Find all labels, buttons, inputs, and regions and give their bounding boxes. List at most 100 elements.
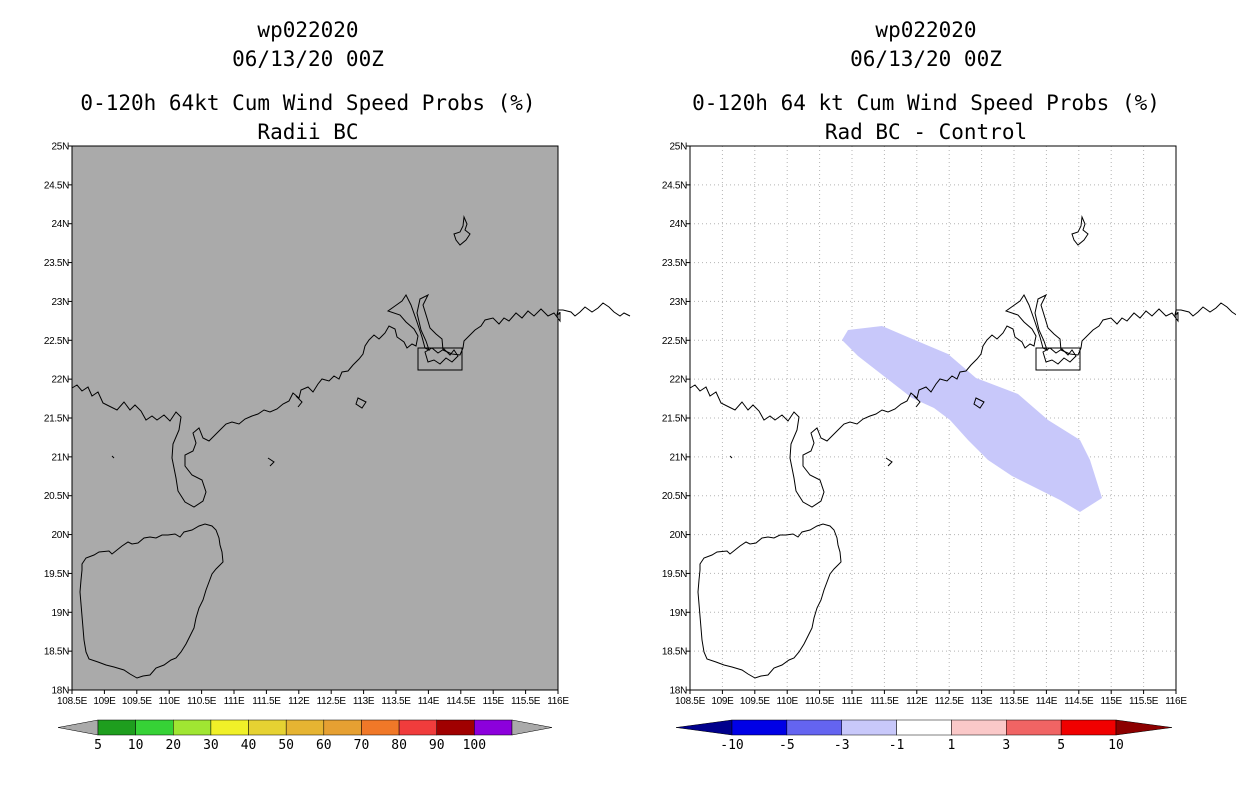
- lon-tick-label: 113E: [971, 696, 993, 707]
- colorbar-label: 60: [316, 738, 332, 753]
- colorbar-high-arrow: [511, 719, 553, 736]
- colorbar-swatch: [248, 719, 287, 736]
- lon-tick-label: 111E: [842, 696, 863, 707]
- lat-tick-label: 22.5N: [662, 336, 687, 347]
- lat-tick-label: 24N: [670, 219, 688, 230]
- lat-tick-label: 21N: [670, 452, 688, 463]
- right-product-title: 0-120h 64 kt Cum Wind Speed Probs (%): [692, 91, 1160, 115]
- lat-tick-label: 21.5N: [662, 414, 687, 425]
- colorbar-swatch: [1060, 719, 1117, 736]
- right-storm-id: wp022020: [875, 18, 977, 42]
- lon-tick-label: 109E: [711, 696, 734, 707]
- colorbar-swatch: [786, 719, 842, 736]
- lon-tick-label: 110E: [158, 696, 180, 707]
- colorbar-label: -1: [889, 738, 905, 753]
- colorbar-label: 90: [429, 738, 445, 753]
- colorbar-label: -10: [720, 738, 743, 753]
- colorbar-label: -5: [779, 738, 795, 753]
- colorbar-swatch: [731, 719, 788, 736]
- lon-tick-label: 112.5E: [317, 696, 347, 707]
- colorbar-label: 5: [1057, 738, 1065, 753]
- colorbar-swatch: [841, 719, 897, 736]
- lon-tick-label: 113.5E: [999, 696, 1029, 707]
- lat-tick-label: 23.5N: [44, 258, 69, 269]
- lon-tick-label: 112E: [906, 696, 928, 707]
- colorbar-label: 70: [354, 738, 370, 753]
- lat-tick-label: 19.5N: [662, 569, 687, 580]
- lat-tick-label: 20N: [670, 530, 688, 541]
- right-map: 25N 24.5N 24N 23.5N 23N 22.5N 22N 21.5N 21N 20.5N…: [662, 142, 1236, 707]
- lat-tick-label: 24N: [52, 219, 70, 230]
- lon-tick-label: 115.5E: [1129, 696, 1159, 707]
- lon-tick-label: 113.5E: [381, 696, 411, 707]
- lat-tick-label: 20N: [52, 530, 70, 541]
- left-map-background: [72, 146, 558, 690]
- lat-tick-label: 23.5N: [662, 258, 687, 269]
- colorbar-label: -3: [834, 738, 850, 753]
- lon-tick-label: 115.5E: [511, 696, 541, 707]
- lat-tick-label: 20.5N: [44, 491, 69, 502]
- right-lon-axis: 108.5E 109E 109.5E 110E 110.5E 111E 111.5E 112E…: [675, 690, 1188, 707]
- colorbar-swatch: [135, 719, 174, 736]
- lat-tick-label: 18N: [52, 686, 70, 697]
- lon-tick-label: 108.5E: [57, 696, 88, 707]
- right-lat-axis: 25N 24.5N 24N 23.5N 23N 22.5N 22N 21.5N 21N 20.5N…: [662, 142, 690, 697]
- lat-tick-label: 18.5N: [662, 647, 687, 658]
- lat-tick-label: 19.5N: [44, 569, 69, 580]
- colorbar-low-arrow: [57, 719, 99, 736]
- lat-tick-label: 19N: [52, 608, 70, 619]
- probability-difference-area: [842, 326, 1102, 512]
- colorbar-swatch: [436, 719, 475, 736]
- colorbar-swatch: [323, 719, 362, 736]
- colorbar-label: 10: [128, 738, 144, 753]
- colorbar-label: 50: [278, 738, 294, 753]
- colorbar-swatch: [896, 719, 952, 736]
- left-subtitle: Radii BC: [257, 120, 359, 144]
- left-map: 25N 24.5N 24N 23.5N 23N 22.5N 22N 21.5N 21N 20.5N…: [44, 142, 631, 707]
- left-product-title: 0-120h 64kt Cum Wind Speed Probs (%): [80, 91, 536, 115]
- colorbar-label: 100: [463, 738, 486, 753]
- lat-tick-label: 23N: [52, 297, 70, 308]
- colorbar-label: 10: [1108, 738, 1124, 753]
- colorbar-label: 80: [391, 738, 407, 753]
- lon-tick-label: 110.5E: [805, 696, 835, 707]
- colorbar-swatch: [474, 719, 513, 736]
- lon-tick-label: 112.5E: [935, 696, 965, 707]
- lat-tick-label: 25N: [52, 142, 70, 153]
- lat-tick-label: 23N: [670, 297, 688, 308]
- lon-tick-label: 115E: [482, 696, 504, 707]
- lon-tick-label: 114.5E: [1064, 696, 1094, 707]
- lon-tick-label: 114.5E: [446, 696, 476, 707]
- lat-tick-label: 24.5N: [662, 180, 687, 191]
- lat-tick-label: 21.5N: [44, 414, 69, 425]
- colorbar-swatch: [951, 719, 1007, 736]
- lon-tick-label: 109.5E: [122, 696, 153, 707]
- colorbar-label: 20: [165, 738, 181, 753]
- left-lon-axis: 108.5E 109E 109.5E 110E 110.5E 111E 111.5E 112E…: [57, 690, 570, 707]
- colorbar-low-arrow: [675, 719, 733, 736]
- colorbar-high-arrow: [1115, 719, 1173, 736]
- left-colorbar: 5 10 20 30 40 50 60 70 80 90 100: [57, 719, 553, 753]
- colorbar-swatch: [398, 719, 437, 736]
- colorbar-swatch: [173, 719, 212, 736]
- left-storm-id: wp022020: [257, 18, 359, 42]
- colorbar-swatch: [210, 719, 249, 736]
- colorbar-label: 30: [203, 738, 219, 753]
- right-colorbar: -10 -5 -3 -1 1 3 5 10: [675, 719, 1173, 753]
- lon-tick-label: 111.5E: [870, 696, 899, 707]
- lat-tick-label: 24.5N: [44, 180, 69, 191]
- colorbar-swatch: [1006, 719, 1062, 736]
- colorbar-swatch: [285, 719, 325, 736]
- colorbar-swatch: [361, 719, 400, 736]
- lon-tick-label: 110E: [776, 696, 798, 707]
- lat-tick-label: 22.5N: [44, 336, 69, 347]
- lon-tick-label: 116E: [1165, 696, 1187, 707]
- lat-tick-label: 22N: [52, 375, 70, 386]
- lat-tick-label: 25N: [670, 142, 688, 153]
- colorbar-label: 1: [948, 738, 956, 753]
- lat-tick-label: 22N: [670, 375, 688, 386]
- lat-tick-label: 18N: [670, 686, 688, 697]
- colorbar-swatch: [97, 719, 136, 736]
- lon-tick-label: 109.5E: [740, 696, 771, 707]
